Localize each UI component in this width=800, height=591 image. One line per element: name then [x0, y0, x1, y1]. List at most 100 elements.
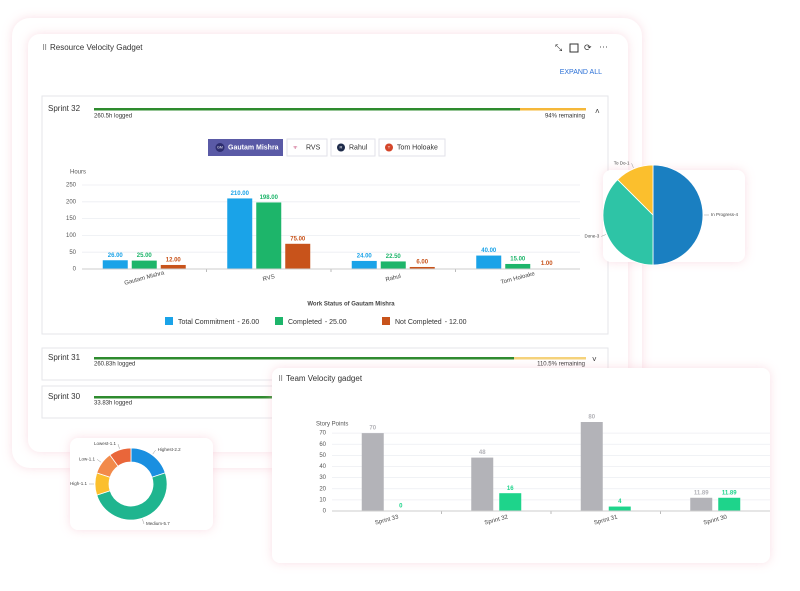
y-tick-label: 100	[66, 233, 77, 239]
remaining: 94% remaining	[545, 114, 585, 120]
slice-label: In Progress-4	[711, 212, 739, 217]
team-title: Team Velocity gadget	[286, 374, 363, 383]
tab-label: Rahul	[349, 144, 368, 151]
remaining: 110.5% remaining	[537, 362, 585, 368]
data-label: 12.00	[166, 258, 182, 264]
slice-label: Low-1.1	[79, 457, 96, 462]
collapse-icon[interactable]: ⤡	[555, 42, 562, 52]
tab[interactable]	[208, 139, 283, 156]
avatar	[385, 143, 393, 152]
bar	[580, 422, 603, 511]
fullscreen-icon[interactable]	[569, 43, 579, 53]
chevron[interactable]: ˅	[592, 355, 597, 364]
tab-icon: ᯤ	[293, 145, 298, 151]
data-label: 210.00	[231, 191, 250, 197]
y-tick-label: 50	[69, 250, 76, 256]
team-card	[272, 368, 770, 563]
progress-remaining	[520, 108, 586, 111]
avatar-initials: R	[340, 145, 343, 150]
leader	[152, 449, 156, 455]
data-label: 198.00	[260, 195, 279, 201]
slice-label: Medium-5.7	[146, 521, 170, 526]
data-label: 4	[618, 499, 622, 505]
slice-label: Highest-2.2	[158, 447, 182, 452]
legend-entry: Completed - 25.00	[288, 319, 347, 326]
bar	[227, 198, 253, 269]
legend-swatch	[382, 317, 390, 325]
y-tick-label: 10	[319, 497, 326, 503]
y-tick-label: 50	[319, 453, 326, 459]
bar	[285, 243, 311, 269]
data-label: 48	[479, 450, 486, 456]
priority-donut: Highest-2.2 Medium-5.7 High-1.1 Low-1.1 Lowe…	[70, 441, 181, 526]
sprint-name[interactable]: Sprint 31	[48, 353, 81, 362]
avatar	[337, 143, 345, 152]
avatar-initials: GM	[217, 145, 223, 149]
drag-handle: ⠿	[42, 44, 47, 52]
y-tick-label: 0	[73, 267, 77, 273]
tab[interactable]	[330, 138, 376, 157]
slice	[652, 164, 704, 266]
data-label: 25.00	[137, 253, 153, 259]
tab[interactable]	[286, 138, 328, 157]
leader	[142, 519, 145, 525]
y-tick-label: 60	[319, 442, 326, 448]
data-label: 1.00	[541, 261, 553, 267]
bar	[471, 457, 494, 511]
slice	[109, 447, 132, 467]
slice-label: Done-3	[584, 234, 599, 239]
slice-label: Lowest-1.1	[94, 441, 117, 446]
refresh-icon[interactable]: ⟳	[584, 42, 592, 52]
more-icon[interactable]: ···	[599, 41, 608, 51]
data-label: 26.00	[108, 253, 124, 259]
toolbar: ⤡ ⟳ ···	[555, 41, 608, 53]
legend-value: - 25.00	[325, 319, 347, 326]
chevron[interactable]: ˄	[595, 107, 600, 116]
logged: 33.83h logged	[94, 401, 132, 407]
bar	[256, 202, 282, 269]
bar	[409, 266, 435, 269]
avatar	[215, 143, 225, 152]
y-tick-label: 200	[66, 199, 77, 205]
tab-label: Gautam Mishra	[228, 144, 279, 151]
sprint-name[interactable]: Sprint 30	[48, 392, 81, 401]
data-label: 0	[399, 504, 403, 510]
legend-swatch	[275, 317, 283, 325]
data-label: 80	[588, 415, 595, 421]
bar	[361, 433, 384, 511]
x-tick-label: RVS	[262, 274, 275, 283]
slice	[96, 472, 168, 521]
sprint-name[interactable]: Sprint 32	[48, 104, 81, 113]
data-label: 11.89	[694, 490, 709, 496]
tab[interactable]	[378, 138, 446, 157]
data-label: 6.00	[416, 260, 428, 266]
bar	[476, 255, 502, 269]
logged: 260.5h logged	[94, 114, 132, 120]
legend-swatch	[165, 317, 173, 325]
status-pie: In Progress-4 Done-3 To Do-1	[584, 160, 739, 266]
bar	[351, 260, 377, 269]
slice-label: To Do-1	[614, 160, 630, 165]
data-label: 70	[369, 426, 376, 432]
progress-remaining	[514, 357, 586, 360]
drag-handle: ⠿	[278, 375, 283, 383]
bar	[160, 264, 186, 269]
data-label: 16	[507, 486, 514, 492]
y-tick-label: 250	[66, 183, 77, 189]
legend-entry: Not Completed - 12.00	[395, 319, 467, 326]
expand-all[interactable]: EXPAND ALL	[560, 69, 602, 76]
y-tick-label: 30	[319, 475, 326, 481]
data-label: 22.50	[386, 254, 402, 260]
y-axis-label: Hours	[70, 170, 86, 176]
x-tick-label: Rahul	[385, 274, 402, 284]
leader	[631, 163, 634, 168]
y-tick-label: 150	[66, 216, 77, 222]
legend-name: Not Completed	[395, 319, 442, 326]
legend-entry: Total Commitment - 26.00	[178, 319, 259, 326]
slice	[617, 164, 654, 216]
bar	[505, 263, 531, 269]
progress-logged	[94, 108, 520, 111]
progress-logged	[94, 357, 514, 360]
progress-logged	[94, 396, 394, 399]
